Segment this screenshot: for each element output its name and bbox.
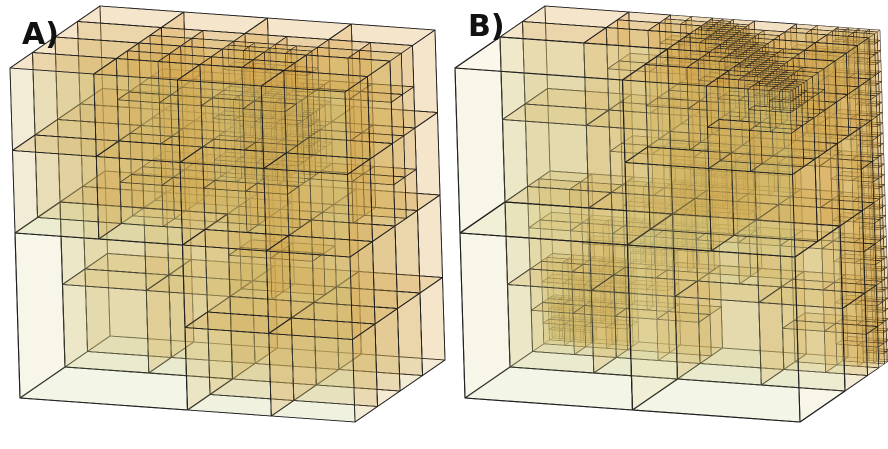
octree [9, 5, 446, 423]
octree-renderings [9, 5, 888, 423]
octree [454, 5, 888, 423]
cell-face [393, 176, 407, 227]
cell-face [419, 277, 446, 376]
cell-face [14, 232, 189, 411]
cell-face [95, 156, 183, 246]
cell-face [352, 323, 378, 423]
cell-face [184, 327, 272, 417]
cell-face [397, 292, 423, 392]
cell-face [268, 333, 356, 423]
cell-face [12, 150, 100, 240]
cell-face [374, 308, 401, 407]
